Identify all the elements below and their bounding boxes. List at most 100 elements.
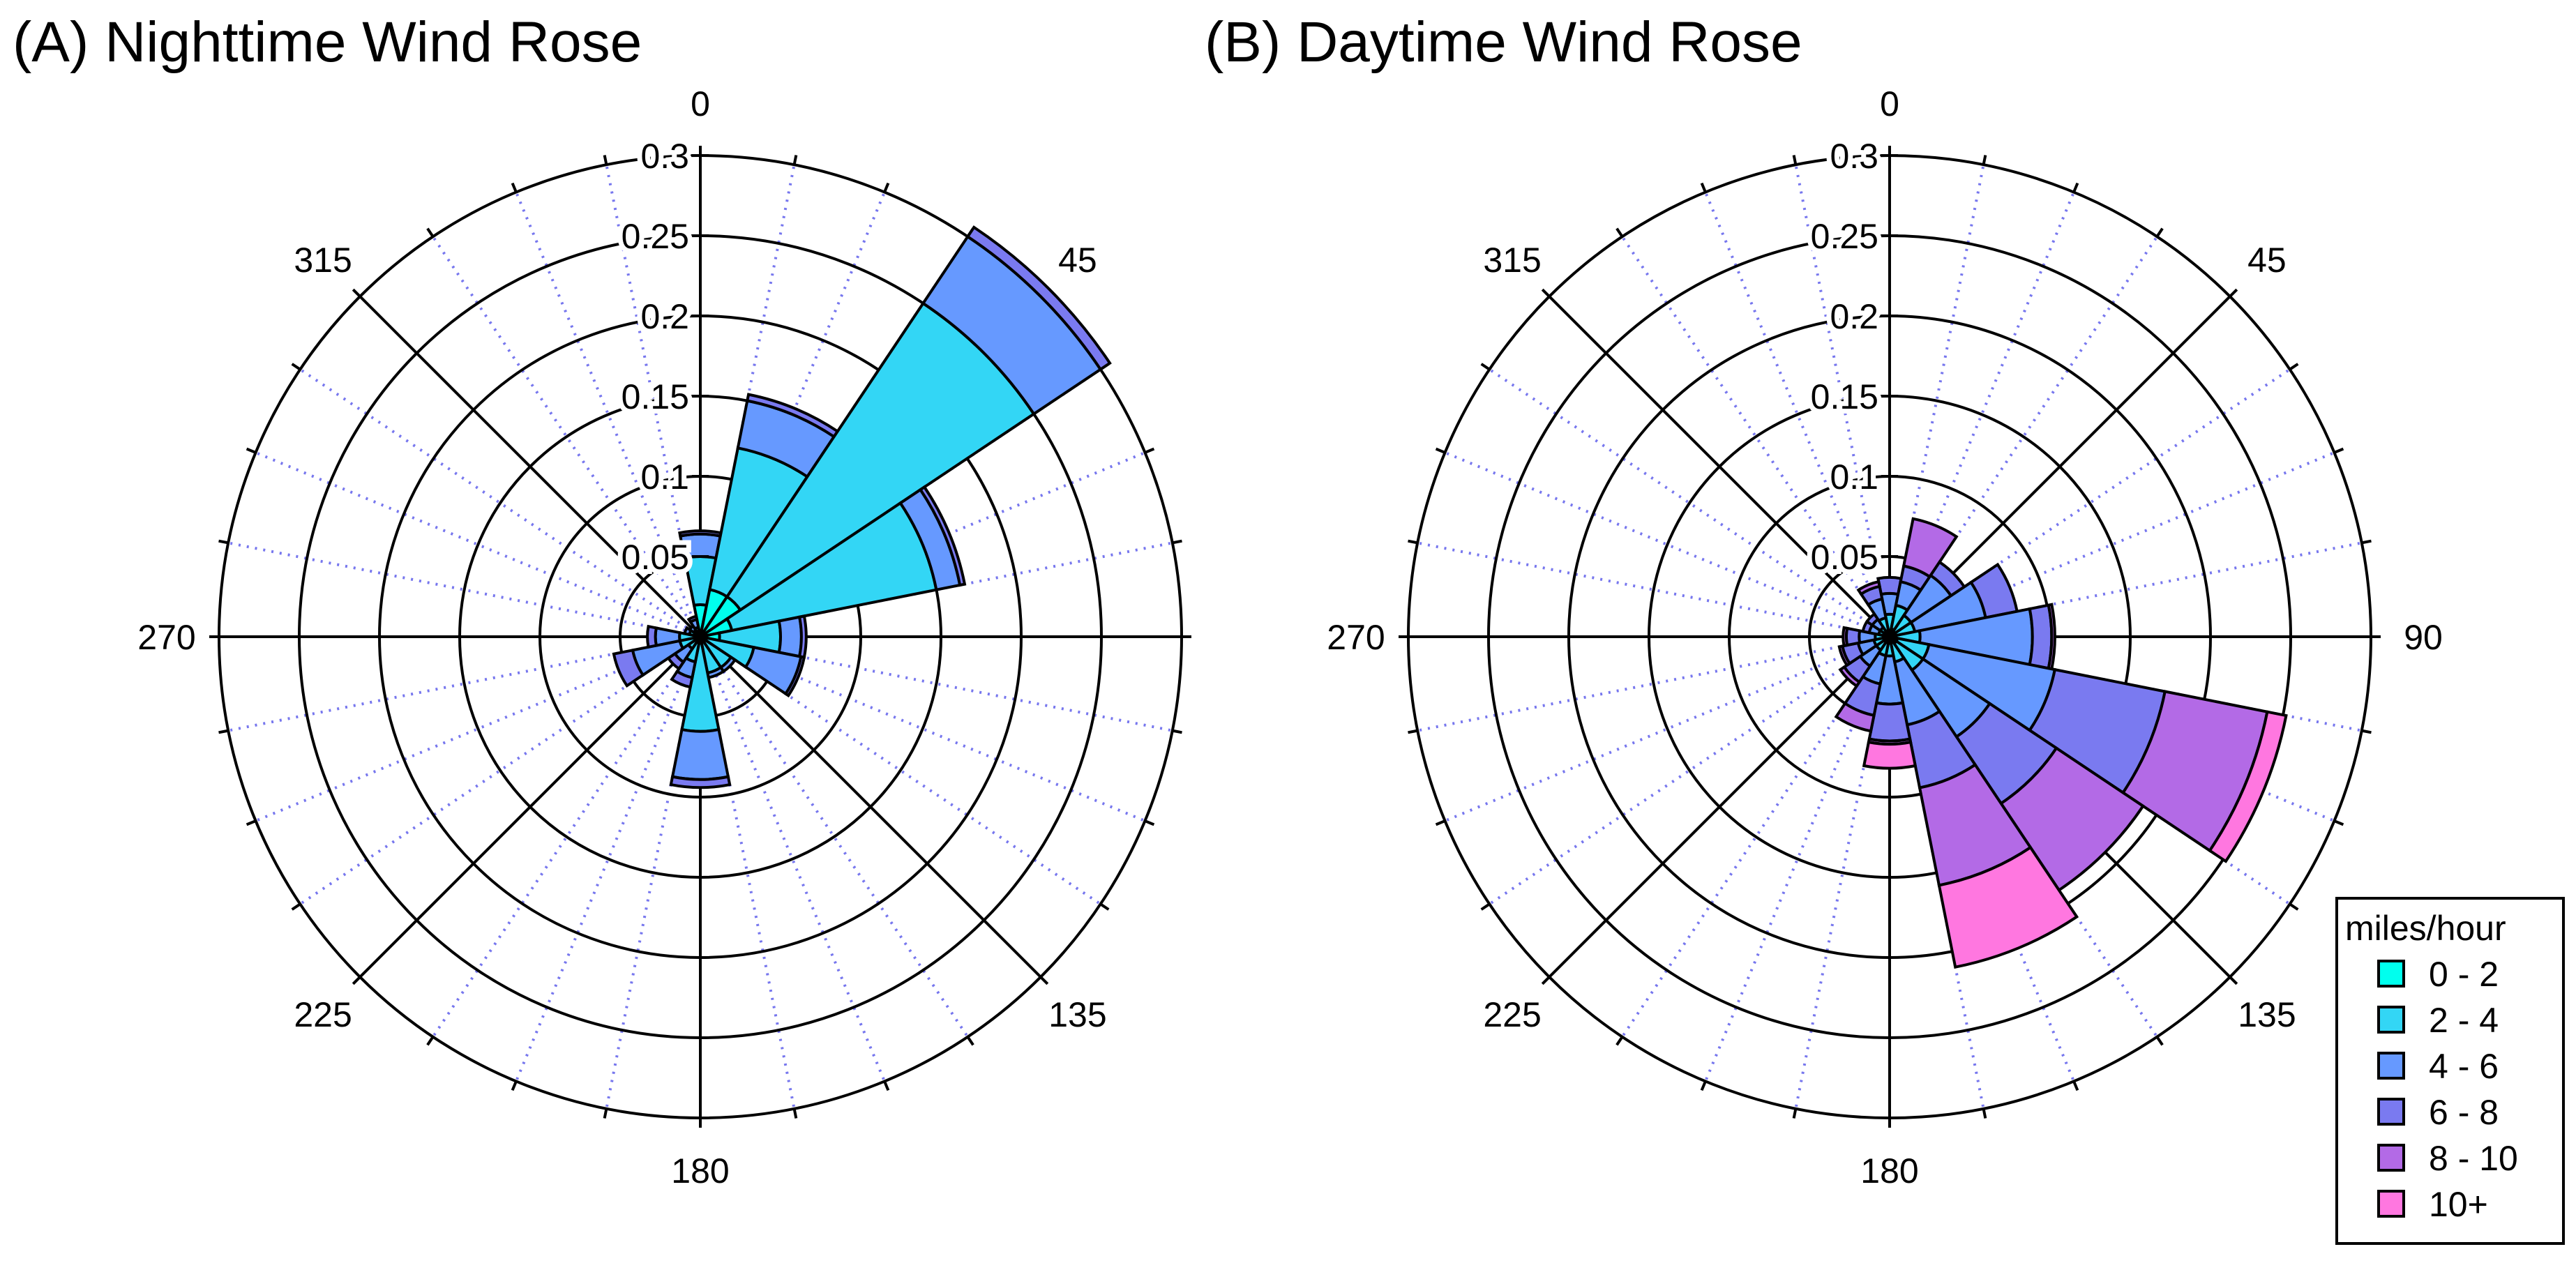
legend-label: 8 - 10: [2429, 1139, 2518, 1178]
radial-tick-label: 0.1: [640, 457, 689, 497]
legend-swatch: [2379, 1191, 2404, 1216]
direction-label-45: 45: [1058, 241, 1097, 280]
outer-tick: [794, 156, 797, 165]
outer-tick: [428, 229, 433, 237]
outer-tick: [219, 731, 229, 733]
direction-label-135: 135: [1048, 995, 1106, 1034]
outer-tick: [2157, 1037, 2162, 1045]
legend-label: 10+: [2429, 1185, 2488, 1224]
outer-tick: [1145, 821, 1154, 824]
outer-tick: [1173, 731, 1182, 733]
legend-swatch: [2379, 1007, 2404, 1032]
radial-tick-label: 0.2: [640, 297, 689, 336]
outer-tick: [1984, 1109, 1986, 1119]
chart-title: (A) Nighttime Wind Rose: [13, 10, 642, 74]
outer-tick: [2230, 289, 2237, 296]
direction-label-225: 225: [1483, 995, 1541, 1034]
wedge-6-8-dir-180: [671, 777, 730, 787]
wedge-4-6-dir-90: [779, 617, 801, 657]
outer-tick: [1482, 364, 1490, 370]
outer-tick: [1542, 977, 1549, 984]
radial-tick-label: 0.1: [1830, 457, 1878, 497]
direction-label-45: 45: [2247, 241, 2287, 280]
outer-tick: [1436, 821, 1445, 824]
outer-tick: [1702, 183, 1705, 192]
wedge-6-8-dir-270: [1846, 628, 1860, 645]
wedge-6-8-dir-270: [647, 626, 656, 647]
radial-tick-label: 0.25: [1811, 217, 1878, 256]
direction-label-0: 0: [1880, 84, 1899, 123]
outer-tick: [2157, 229, 2162, 237]
major-spoke: [1549, 637, 1890, 977]
legend-title: miles/hour: [2345, 909, 2506, 948]
outer-tick: [2074, 1081, 2077, 1090]
outer-tick: [247, 821, 256, 824]
outer-tick: [2362, 731, 2372, 733]
outer-tick: [1145, 449, 1154, 453]
outer-tick: [2230, 977, 2237, 984]
radial-tick-label: 0.15: [1811, 377, 1878, 416]
outer-tick: [794, 1109, 797, 1119]
outer-tick: [1617, 229, 1622, 237]
legend-swatch: [2379, 1099, 2404, 1124]
outer-tick: [2074, 183, 2077, 192]
legend-swatch: [2379, 1053, 2404, 1078]
direction-label-135: 135: [2238, 995, 2296, 1034]
radial-tick-label: 0.2: [1830, 297, 1878, 336]
outer-tick: [1408, 731, 1418, 733]
outer-tick: [353, 977, 360, 984]
wedge-10+-dir-180: [1864, 742, 1915, 768]
major-spoke: [360, 637, 700, 977]
outer-tick: [884, 1081, 888, 1090]
radial-tick-label: 0.05: [1811, 538, 1878, 577]
radial-tick-label: 0.05: [622, 538, 689, 577]
outer-tick: [605, 156, 607, 165]
legend-label: 2 - 4: [2429, 1001, 2499, 1040]
outer-tick: [605, 1109, 607, 1119]
outer-tick: [219, 541, 229, 543]
outer-tick: [513, 183, 516, 192]
outer-tick: [967, 1037, 973, 1045]
outer-tick: [1794, 1109, 1796, 1119]
wedge-6-8-dir-0: [679, 531, 721, 536]
outer-tick: [292, 364, 301, 370]
legend: miles/hour 0 - 2 2 - 4 4 - 6 6 - 8 8 - 10 10+: [2337, 898, 2563, 1243]
wedge-6-8-dir-90: [2030, 605, 2052, 669]
direction-label-90: 90: [2404, 618, 2443, 657]
outer-tick: [2334, 449, 2343, 453]
direction-label-315: 315: [294, 241, 352, 280]
outer-tick: [428, 1037, 433, 1045]
legend-label: 6 - 8: [2429, 1093, 2499, 1132]
outer-tick: [884, 183, 888, 192]
outer-tick: [1794, 156, 1796, 165]
outer-tick: [1408, 541, 1418, 543]
outer-tick: [247, 449, 256, 453]
chart-title: (B) Daytime Wind Rose: [1205, 10, 1802, 74]
outer-tick: [1702, 1081, 1705, 1090]
nighttime-wind-rose-panel: (A) Nighttime Wind Rose 0.05 0.1 0.15 0.2 0.2…: [13, 10, 1191, 1190]
legend-swatch: [2379, 961, 2404, 986]
outer-tick: [1173, 541, 1182, 543]
daytime-wind-rose-panel: (B) Daytime Wind Rose 0.05 0.1 0.15 0.2 0.25 0…: [1205, 10, 2443, 1190]
outer-tick: [1436, 449, 1445, 453]
outer-tick: [1542, 289, 1549, 296]
wedge-4-6-dir-270: [656, 628, 680, 645]
radial-tick-label: 0.3: [1830, 137, 1878, 176]
wedge-6-8-dir-90: [799, 616, 806, 657]
outer-tick: [1041, 977, 1048, 984]
outer-tick: [1101, 904, 1109, 909]
radial-tick-label: 0.25: [622, 217, 689, 256]
wedge-8-10-dir-270: [1843, 628, 1847, 646]
outer-tick: [2334, 821, 2343, 824]
major-spoke: [700, 637, 1041, 977]
direction-label-270: 270: [137, 618, 195, 657]
direction-label-0: 0: [691, 84, 710, 123]
outer-tick: [1617, 1037, 1622, 1045]
radial-tick-label: 0.3: [640, 137, 689, 176]
wedge-4-6-dir-180: [672, 729, 728, 780]
direction-label-225: 225: [294, 995, 352, 1034]
outer-tick: [2290, 364, 2298, 370]
direction-label-270: 270: [1327, 618, 1385, 657]
legend-label: 0 - 2: [2429, 955, 2499, 994]
